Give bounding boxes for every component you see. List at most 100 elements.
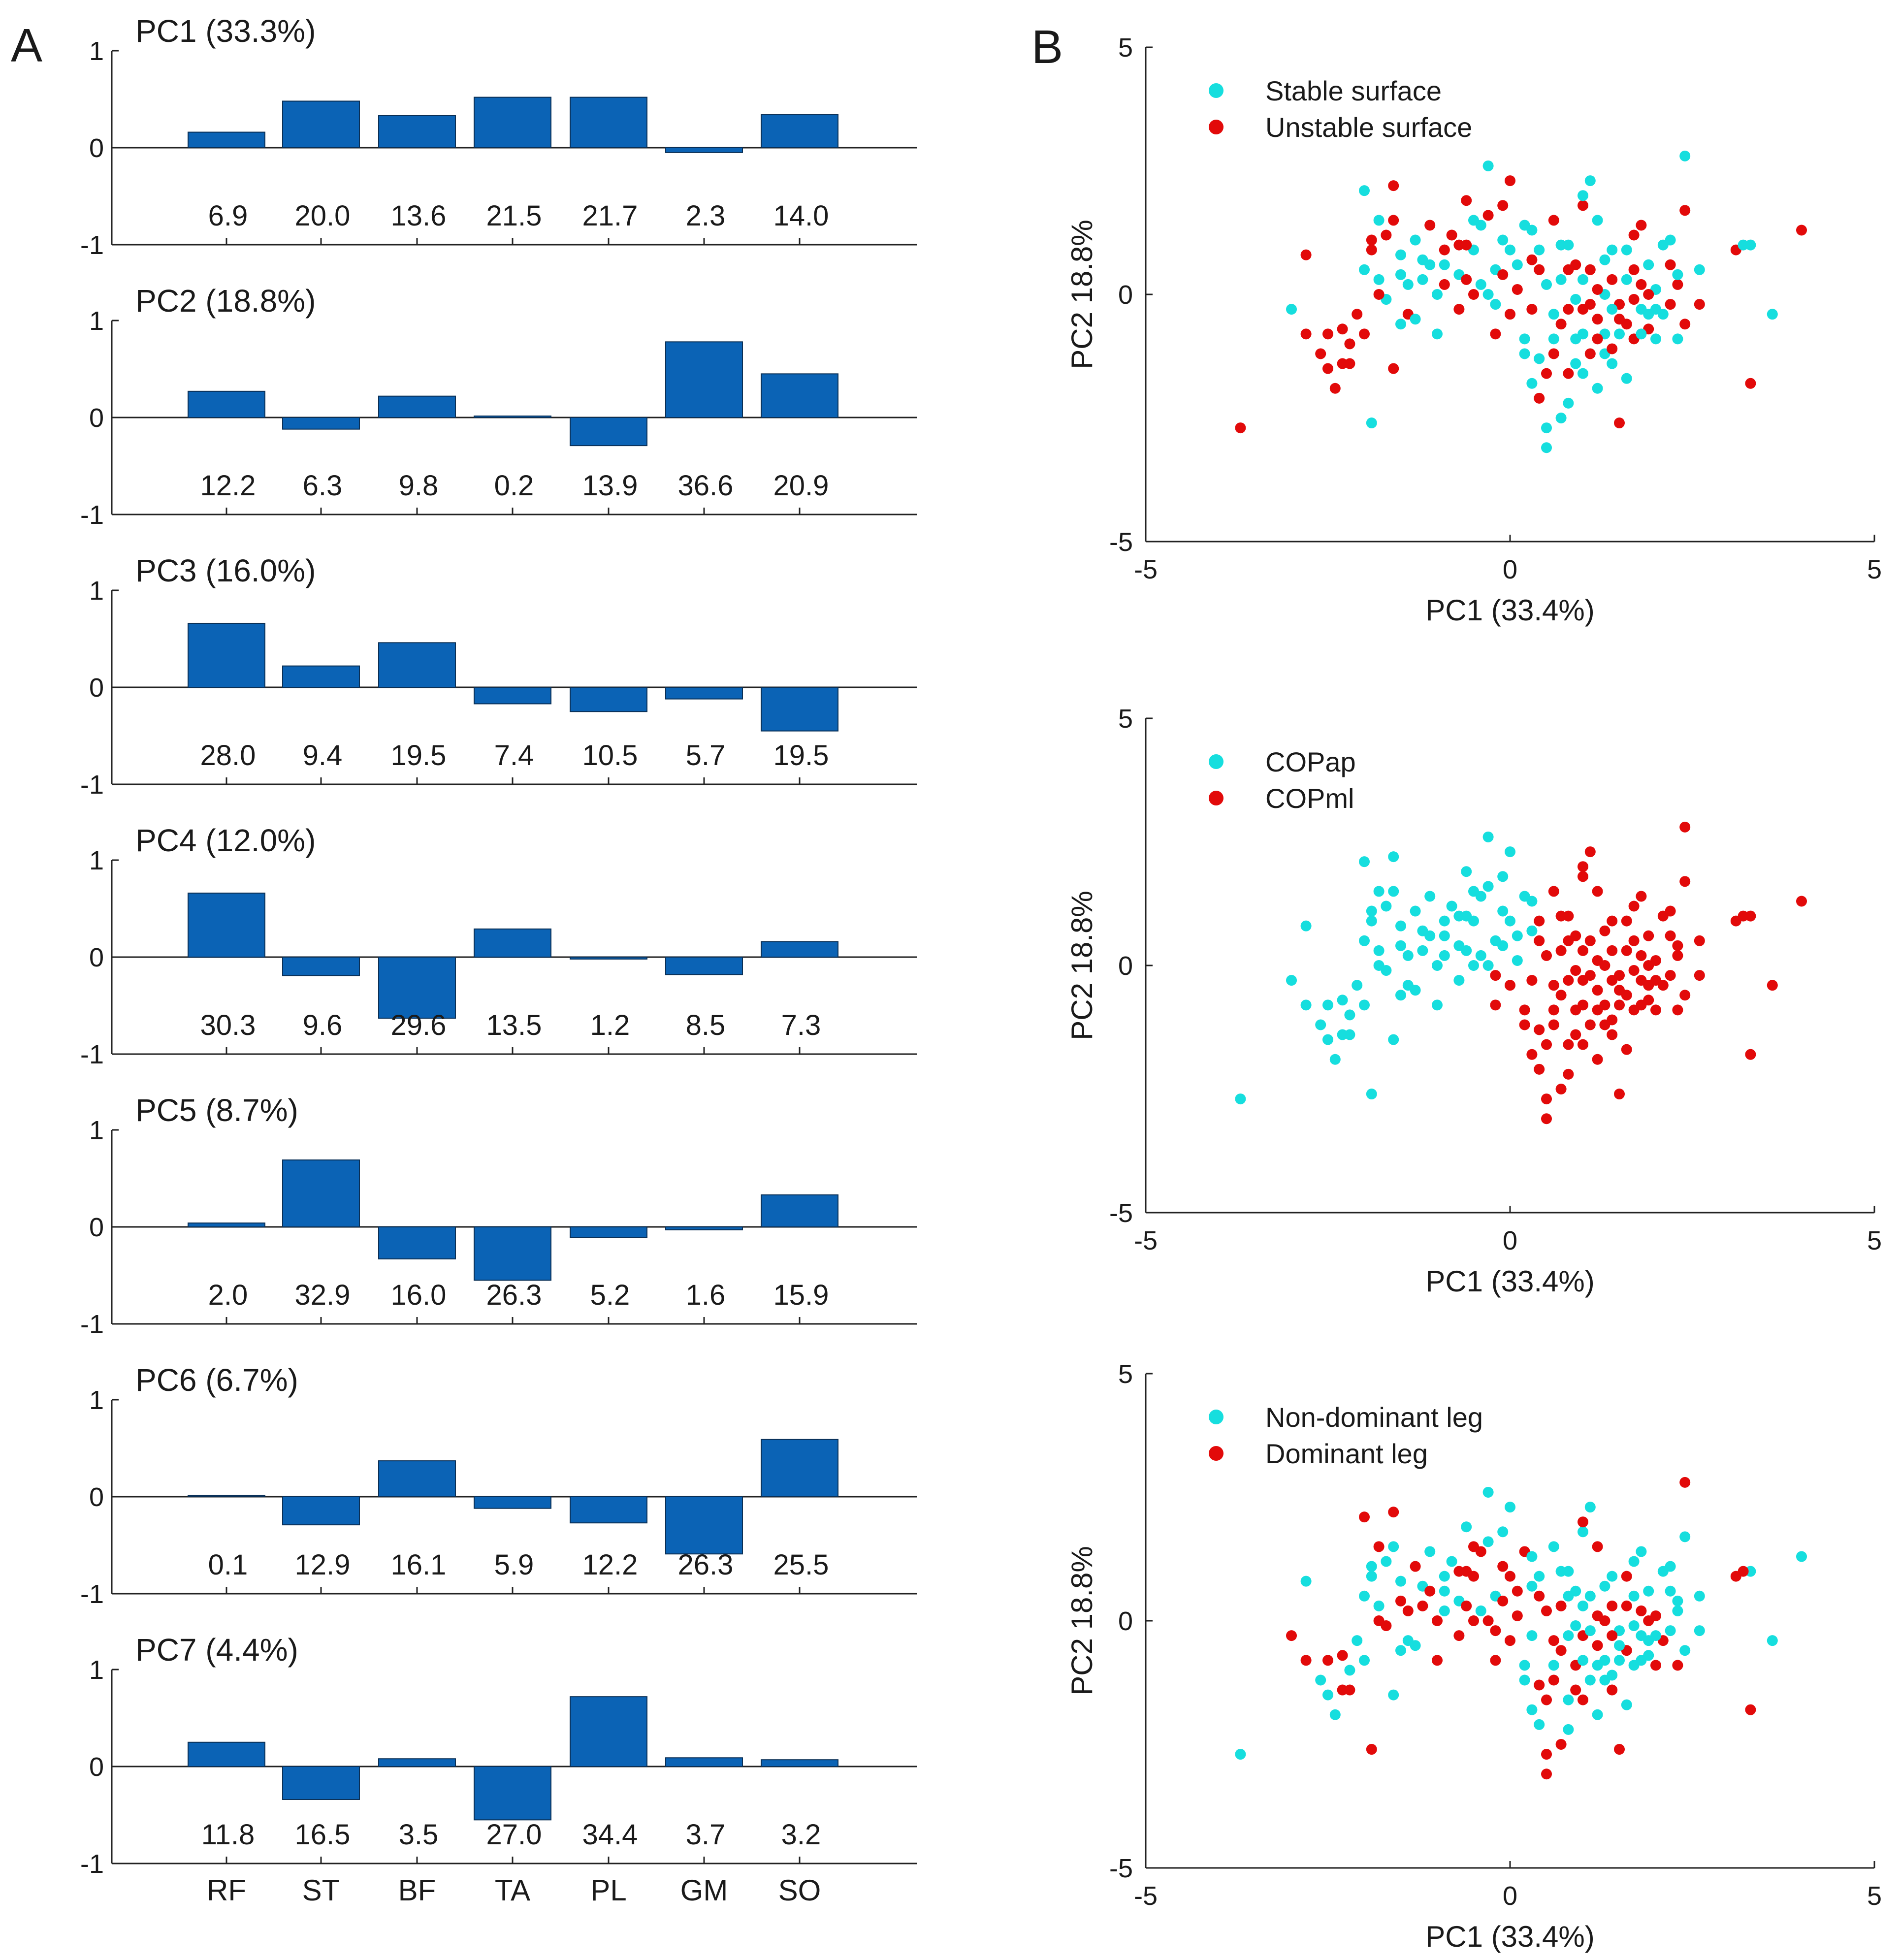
data-point-group1 xyxy=(1628,1620,1640,1632)
data-point-group2 xyxy=(1410,1561,1421,1572)
data-point-group2 xyxy=(1235,422,1246,434)
data-point-group1 xyxy=(1555,1566,1567,1577)
data-point-group1 xyxy=(1526,225,1538,236)
data-point-group1 xyxy=(1344,1029,1355,1040)
subplot-title: PC1 (33.3%) xyxy=(135,13,316,49)
bar-gm xyxy=(665,341,743,418)
variance-label-pl: 10.5 xyxy=(582,739,638,771)
data-point-group2 xyxy=(1534,1679,1545,1691)
data-point-group1 xyxy=(1373,945,1385,956)
data-point-group2 xyxy=(1505,1635,1515,1646)
legend-label-1: COPap xyxy=(1265,746,1356,777)
variance-label-pl: 5.2 xyxy=(590,1279,630,1311)
data-point-group1 xyxy=(1432,960,1443,971)
y-tick-label: 5 xyxy=(1118,33,1133,63)
data-point-group1 xyxy=(1541,279,1552,290)
data-point-group1 xyxy=(1665,1585,1676,1597)
data-point-group2 xyxy=(1607,1630,1618,1641)
data-point-group1 xyxy=(1599,1580,1610,1592)
data-point-group1 xyxy=(1439,950,1450,961)
bar-pl xyxy=(570,957,647,960)
bar-gm xyxy=(665,147,743,153)
bar-so xyxy=(761,1194,838,1227)
data-point-group2 xyxy=(1570,1684,1581,1696)
data-point-group2 xyxy=(1526,254,1538,265)
legend-label-2: COPml xyxy=(1265,783,1354,814)
data-point-group1 xyxy=(1621,274,1632,285)
variance-label-ta: 13.5 xyxy=(486,1009,542,1041)
data-point-group1 xyxy=(1424,259,1436,270)
bar-gm xyxy=(665,1226,743,1230)
data-point-group2 xyxy=(1614,314,1625,325)
data-point-group1 xyxy=(1373,274,1385,285)
data-point-group1 xyxy=(1665,1625,1676,1637)
variance-label-rf: 28.0 xyxy=(200,739,256,771)
data-point-group2 xyxy=(1534,915,1545,927)
y-axis-label: PC2 18.8% xyxy=(1065,891,1098,1040)
data-point-group2 xyxy=(1584,264,1596,275)
data-point-group1 xyxy=(1402,950,1414,961)
data-point-group2 xyxy=(1621,915,1632,927)
data-point-group2 xyxy=(1584,846,1596,858)
data-point-group1 xyxy=(1366,418,1377,429)
data-point-group1 xyxy=(1381,1556,1392,1567)
bar-gm xyxy=(665,957,743,975)
data-point-group1 xyxy=(1694,1590,1705,1602)
data-point-group2 xyxy=(1643,980,1654,991)
data-point-group2 xyxy=(1636,1605,1647,1616)
variance-label-so: 14.0 xyxy=(773,200,829,232)
data-point-group1 xyxy=(1505,915,1515,927)
data-point-group2 xyxy=(1534,935,1545,946)
data-point-group2 xyxy=(1505,175,1515,187)
data-point-group2 xyxy=(1665,299,1676,310)
data-point-group1 xyxy=(1563,1694,1574,1705)
data-point-group1 xyxy=(1578,1655,1588,1666)
bar-rf xyxy=(188,1495,265,1497)
data-point-group2 xyxy=(1643,960,1654,971)
data-point-group1 xyxy=(1388,1034,1399,1045)
data-point-group2 xyxy=(1745,1704,1756,1715)
data-point-group1 xyxy=(1650,333,1661,345)
data-point-group1 xyxy=(1578,1526,1588,1538)
variance-label-pl: 34.4 xyxy=(582,1819,638,1851)
y-axis-label: PC2 18.8% xyxy=(1065,1546,1098,1696)
data-point-group1 xyxy=(1395,269,1406,280)
data-point-group1 xyxy=(1395,920,1406,932)
data-point-group1 xyxy=(1388,851,1399,863)
data-point-group2 xyxy=(1592,284,1603,295)
variance-label-so: 20.9 xyxy=(773,470,829,502)
data-point-group1 xyxy=(1468,960,1479,971)
loading-subplot-pc6: 1 0 -1 PC6 (6.7%) 0.1 12.9 16.1 5.9 12.2 26.3 25.5 xyxy=(80,1362,917,1609)
variance-label-ta: 27.0 xyxy=(486,1819,542,1851)
data-point-group1 xyxy=(1592,1660,1603,1671)
data-point-group2 xyxy=(1490,999,1501,1011)
data-point-group1 xyxy=(1235,1749,1246,1760)
data-point-group2 xyxy=(1519,1019,1530,1030)
data-point-group1 xyxy=(1628,1590,1640,1602)
data-point-group2 xyxy=(1490,1655,1501,1666)
data-point-group2 xyxy=(1534,392,1545,404)
data-point-group2 xyxy=(1555,1600,1567,1611)
data-point-group1 xyxy=(1322,999,1333,1011)
scatter-subplot-1: -5 0 5 5 0 -5 PC1 (33.4%) PC2 18.8% Stable surfa… xyxy=(1065,33,1882,627)
data-point-group2 xyxy=(1461,239,1472,251)
data-point-group2 xyxy=(1694,970,1705,981)
data-point-group1 xyxy=(1468,886,1479,897)
data-point-group1 xyxy=(1482,960,1494,971)
data-point-group2 xyxy=(1578,999,1588,1011)
data-point-group1 xyxy=(1526,1704,1538,1715)
data-point-group2 xyxy=(1555,1739,1567,1750)
data-point-group2 xyxy=(1439,244,1450,256)
data-point-group1 xyxy=(1563,1724,1574,1735)
bar-st xyxy=(282,665,360,688)
panel-label-a: A xyxy=(11,19,42,72)
bar-rf xyxy=(188,390,265,418)
data-point-group2 xyxy=(1584,299,1596,310)
data-point-group1 xyxy=(1235,1093,1246,1105)
legend-marker-2 xyxy=(1209,791,1224,805)
data-point-group1 xyxy=(1315,1019,1326,1030)
data-point-group2 xyxy=(1650,1660,1661,1671)
variance-label-gm: 3.7 xyxy=(686,1819,726,1851)
category-label-so: SO xyxy=(778,1874,821,1907)
data-point-group1 xyxy=(1461,910,1472,922)
